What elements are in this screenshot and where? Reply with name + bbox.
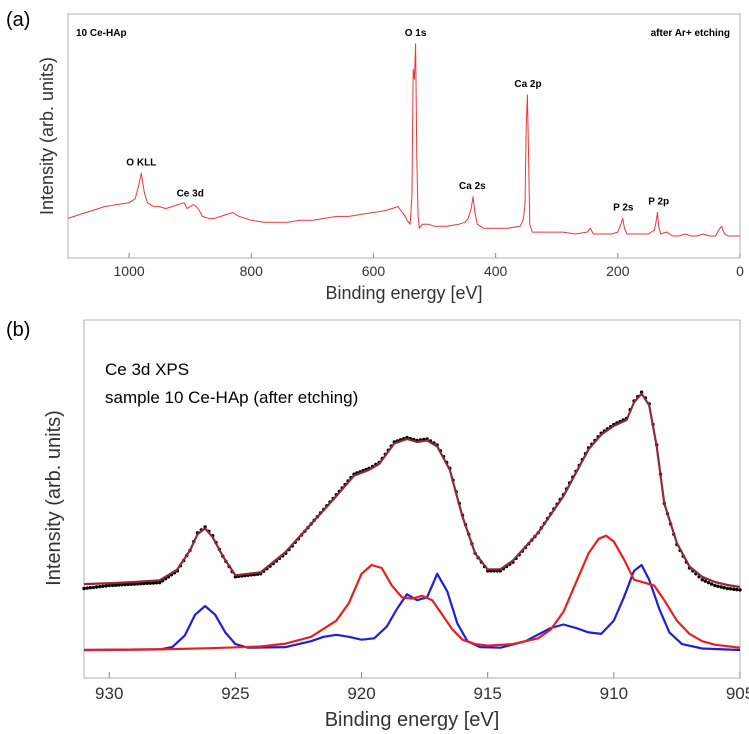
- data-point: [151, 581, 156, 585]
- data-point: [98, 584, 102, 589]
- x-tick-label: 920: [347, 684, 375, 703]
- series-line-3: [83, 534, 741, 652]
- peak-label: O KLL: [126, 157, 156, 168]
- data-point: [722, 586, 726, 590]
- data-point: [120, 583, 124, 587]
- panel-a: (a) 10 Ce-HAp after Ar+ etching 1000 800 6…: [6, 9, 744, 303]
- data-point: [101, 584, 105, 588]
- data-point: [123, 582, 127, 587]
- peak-label: P 2p: [648, 197, 669, 208]
- panel-b-x-axis-label: Binding energy [eV]: [325, 709, 500, 731]
- data-point: [135, 582, 140, 586]
- peak-label: Ce 3d: [177, 189, 204, 200]
- panel-a-label: (a): [6, 9, 30, 31]
- x-tick-label: 0: [736, 263, 744, 279]
- x-tick-label: 910: [600, 684, 628, 703]
- data-point: [700, 578, 704, 582]
- series-line-2: [83, 563, 741, 652]
- peak-label: Ca 2p: [514, 79, 541, 90]
- data-point: [709, 582, 714, 586]
- panel-b-title-line-1: Ce 3d XPS: [105, 360, 189, 379]
- data-point: [132, 582, 137, 586]
- data-point: [82, 586, 86, 591]
- panel-b-title-line-2: sample 10 Ce-HAp (after etching): [105, 388, 358, 407]
- x-tick-label: 400: [484, 263, 508, 279]
- data-point: [725, 586, 730, 591]
- series-line-0: [67, 43, 740, 237]
- x-tick-label: 915: [474, 684, 502, 703]
- panel-b: (b) Ce 3d XPS sample 10 Ce-HAp (after et…: [6, 319, 749, 731]
- data-point: [91, 585, 96, 590]
- data-point: [139, 582, 143, 586]
- panel-b-label: (b): [6, 319, 30, 341]
- data-point: [117, 583, 121, 587]
- x-tick-label: 925: [221, 684, 249, 703]
- panel-a-x-axis: 1000 800 600 400 200 0: [114, 253, 744, 279]
- panel-a-x-axis-label: Binding energy [eV]: [325, 283, 482, 303]
- data-point: [703, 579, 707, 583]
- data-point: [732, 587, 736, 591]
- data-point: [104, 584, 108, 588]
- data-point: [85, 586, 89, 590]
- data-point: [113, 583, 118, 587]
- data-point: [735, 587, 739, 592]
- data-point: [148, 581, 152, 585]
- x-tick-label: 930: [95, 684, 123, 703]
- data-point: [738, 588, 742, 592]
- panel-a-corner-left: 10 Ce-HAp: [76, 28, 127, 39]
- panel-b-plot-frame: [83, 319, 741, 679]
- panel-a-corner-right: after Ar+ etching: [651, 28, 730, 39]
- panel-b-y-axis-label: Intensity (arb. units): [43, 410, 65, 586]
- data-point: [88, 586, 93, 590]
- panel-a-plot-frame: [67, 13, 741, 259]
- x-tick-label: 905: [726, 684, 749, 703]
- panel-a-peak-labels: O KLL Ce 3d O 1s Ca 2s Ca 2p P 2s P 2p: [126, 28, 669, 213]
- data-point: [719, 585, 723, 589]
- data-point: [94, 585, 99, 589]
- x-tick-label: 600: [362, 263, 386, 279]
- data-point: [145, 581, 149, 585]
- peak-label: Ca 2s: [459, 181, 486, 192]
- x-tick-label: 200: [606, 263, 630, 279]
- peak-label: P 2s: [613, 202, 634, 213]
- data-point: [129, 582, 133, 586]
- series-line-1: [83, 392, 741, 589]
- data-point: [716, 584, 720, 588]
- data-point: [728, 587, 733, 591]
- data-point: [110, 583, 115, 588]
- data-point: [126, 582, 130, 587]
- panel-a-series: [67, 43, 740, 237]
- panel-b-series: [82, 390, 742, 652]
- data-point: [158, 580, 162, 585]
- panel-a-y-axis-label: Intensity (arb. units): [37, 57, 57, 215]
- x-tick-label: 1000: [114, 263, 145, 279]
- data-point: [107, 583, 111, 588]
- data-point: [713, 583, 717, 588]
- x-tick-label: 800: [240, 263, 264, 279]
- peak-label: O 1s: [405, 28, 427, 39]
- data-point: [154, 581, 159, 585]
- data-point: [706, 580, 711, 585]
- panel-b-x-axis: 930 925 920 915 910 905: [95, 672, 749, 703]
- data-point: [142, 581, 146, 586]
